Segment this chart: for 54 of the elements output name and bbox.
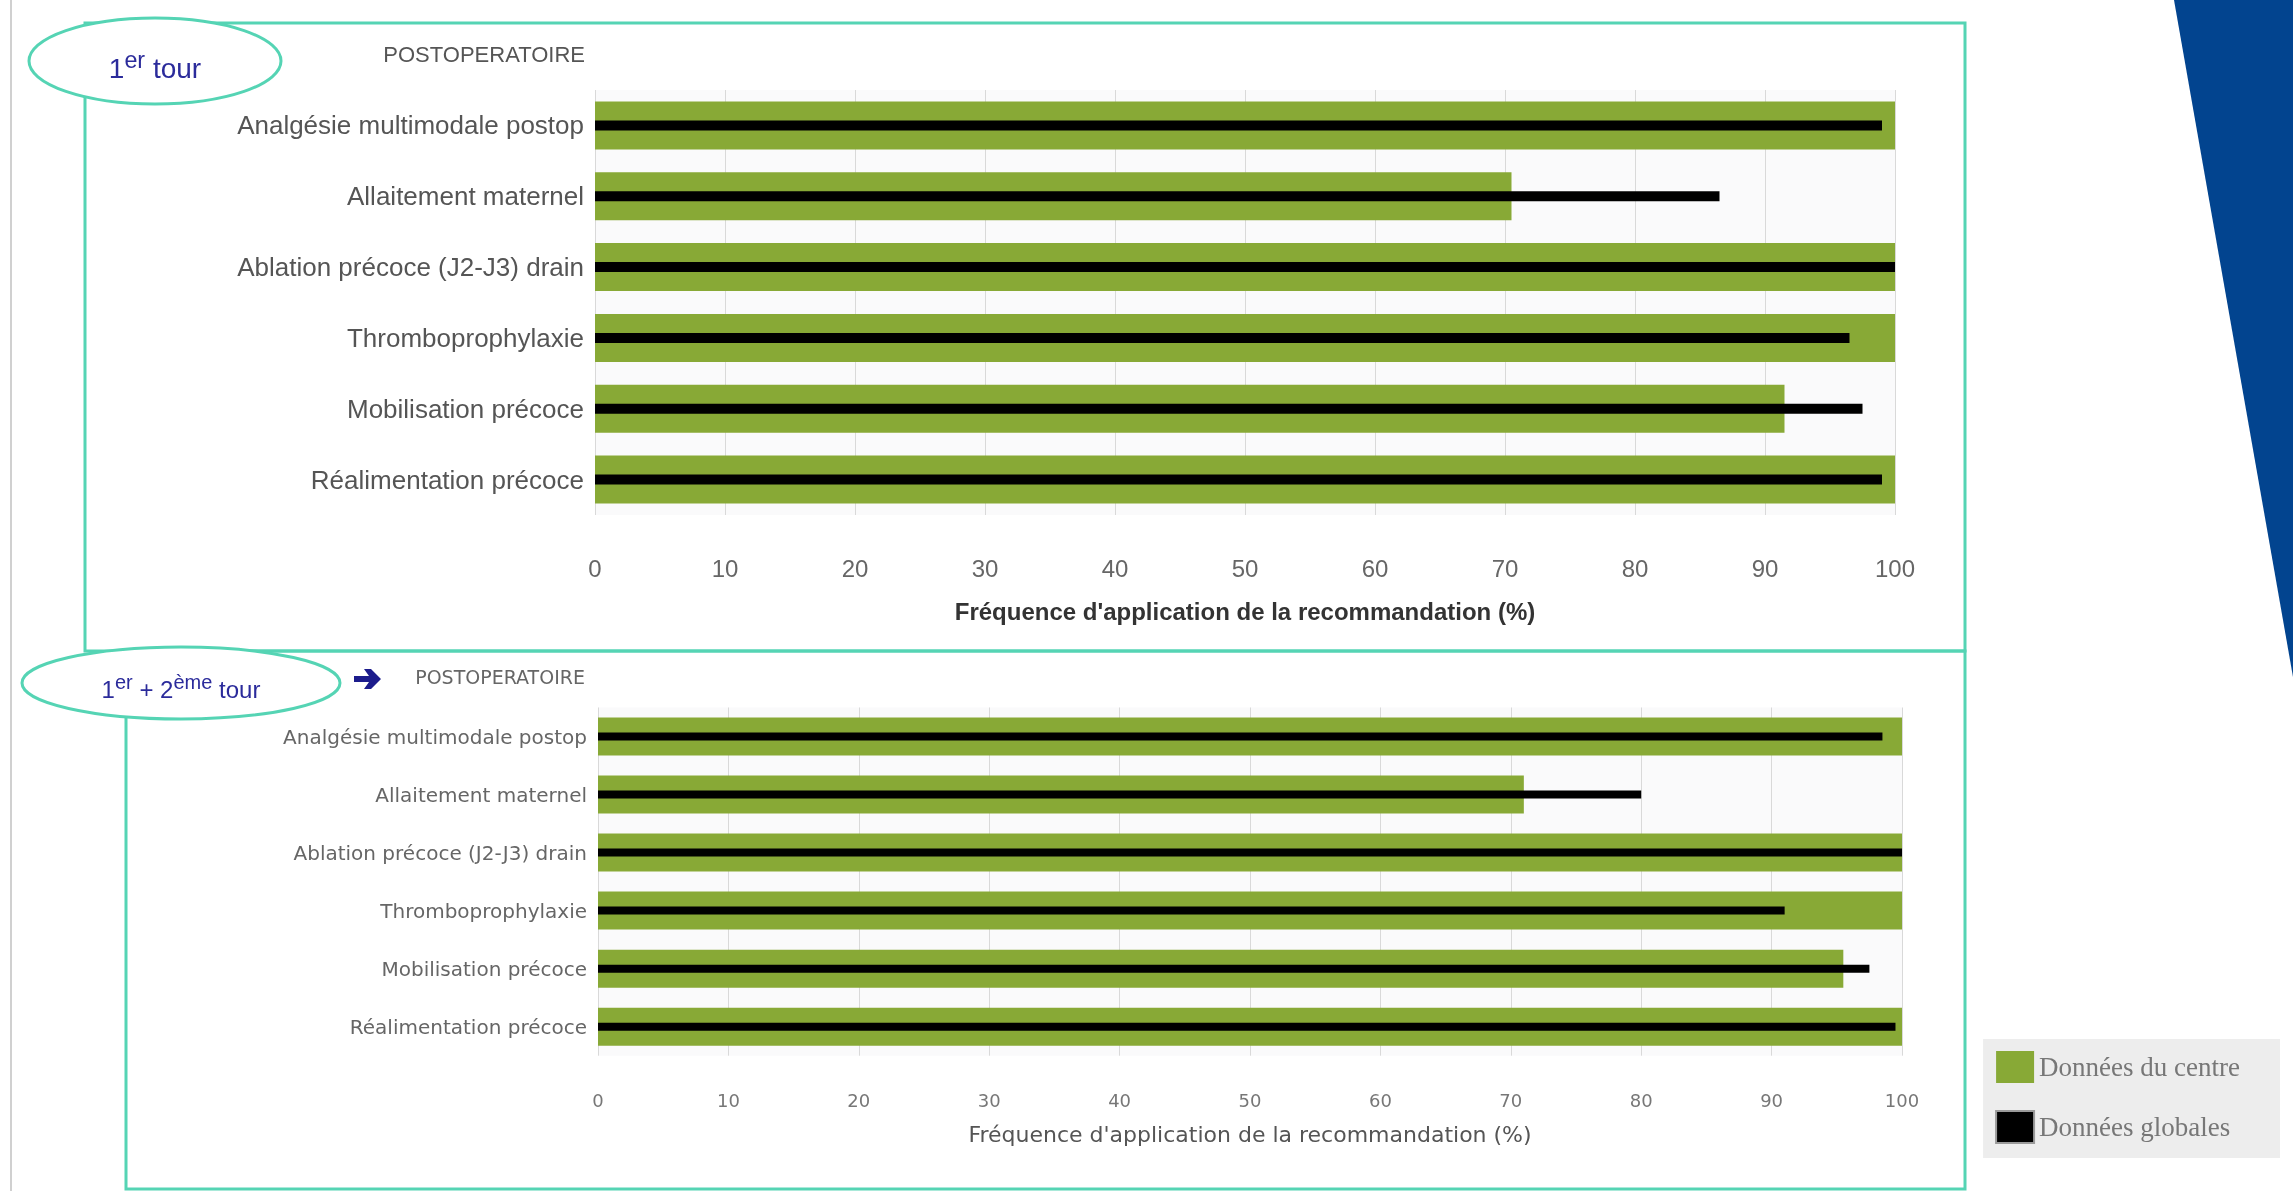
x-tick-label: 30 bbox=[971, 554, 999, 582]
y-tick-label: Réalimentation précoce bbox=[349, 1014, 587, 1039]
y-tick-label: Thromboprophylaxie bbox=[346, 322, 584, 353]
y-tick-label: Ablation précoce (J2-J3) drain bbox=[237, 252, 584, 283]
x-tick-label: 30 bbox=[977, 1090, 1001, 1112]
x-tick-label: 10 bbox=[711, 554, 739, 582]
y-tick-label: Mobilisation précoce bbox=[346, 393, 584, 424]
bar bbox=[598, 964, 1870, 973]
bar bbox=[595, 474, 1882, 485]
x-tick-label: 20 bbox=[847, 1090, 871, 1112]
chart-title: POSTOPERATOIRE bbox=[415, 666, 585, 688]
x-tick-label: 40 bbox=[1101, 554, 1129, 582]
bar bbox=[595, 262, 1895, 273]
x-tick-label: 60 bbox=[1368, 1090, 1392, 1112]
x-tick-label: 90 bbox=[1760, 1090, 1784, 1112]
y-tick-label: Réalimentation précoce bbox=[310, 464, 584, 495]
x-axis-title: Fréquence d'application de la recommandation (%) bbox=[968, 1122, 1532, 1148]
x-tick-label: 0 bbox=[592, 1090, 604, 1112]
y-tick-label: Analgésie multimodale postop bbox=[237, 110, 584, 141]
y-tick-label: Allaitement maternel bbox=[347, 181, 584, 212]
x-tick-label: 70 bbox=[1499, 1090, 1523, 1112]
legend-label: Données globales bbox=[2039, 1112, 2231, 1142]
bar bbox=[598, 1022, 1896, 1031]
x-tick-label: 90 bbox=[1751, 554, 1779, 582]
x-tick-label: 60 bbox=[1361, 554, 1389, 582]
y-tick-label: Allaitement maternel bbox=[375, 782, 587, 807]
x-tick-label: 20 bbox=[841, 554, 869, 582]
bar bbox=[598, 906, 1785, 915]
x-tick-label: 80 bbox=[1629, 1090, 1653, 1112]
bar bbox=[595, 403, 1863, 414]
x-tick-label: 0 bbox=[588, 554, 602, 582]
x-tick-label: 40 bbox=[1108, 1090, 1132, 1112]
y-tick-label: Thromboprophylaxie bbox=[379, 898, 587, 923]
text: 1$^{er}$ tour bbox=[107, 46, 203, 85]
bar bbox=[595, 120, 1882, 131]
text: 1$^{er}$ + 2$^{ème}$ tour bbox=[100, 670, 262, 704]
x-tick-label: 80 bbox=[1621, 554, 1649, 582]
x-tick-label: 70 bbox=[1491, 554, 1519, 582]
x-tick-label: 100 bbox=[1884, 1090, 1920, 1112]
x-tick-label: 10 bbox=[716, 1090, 740, 1112]
legend-label: Données du centre bbox=[2039, 1052, 2241, 1082]
bar bbox=[595, 332, 1850, 343]
y-tick-label: Ablation précoce (J2-J3) drain bbox=[293, 840, 587, 865]
bar bbox=[598, 732, 1883, 741]
bar bbox=[598, 790, 1642, 799]
x-tick-label: 50 bbox=[1231, 554, 1259, 582]
chart-title: POSTOPERATOIRE bbox=[383, 41, 585, 67]
y-tick-label: Analgésie multimodale postop bbox=[283, 724, 587, 749]
bar bbox=[595, 191, 1720, 202]
y-tick-label: Mobilisation précoce bbox=[381, 956, 587, 981]
x-tick-label: 50 bbox=[1238, 1090, 1262, 1112]
x-tick-label: 100 bbox=[1874, 554, 1916, 582]
bar bbox=[598, 848, 1902, 857]
x-axis-title: Fréquence d'application de la recommandation (%) bbox=[954, 597, 1536, 625]
